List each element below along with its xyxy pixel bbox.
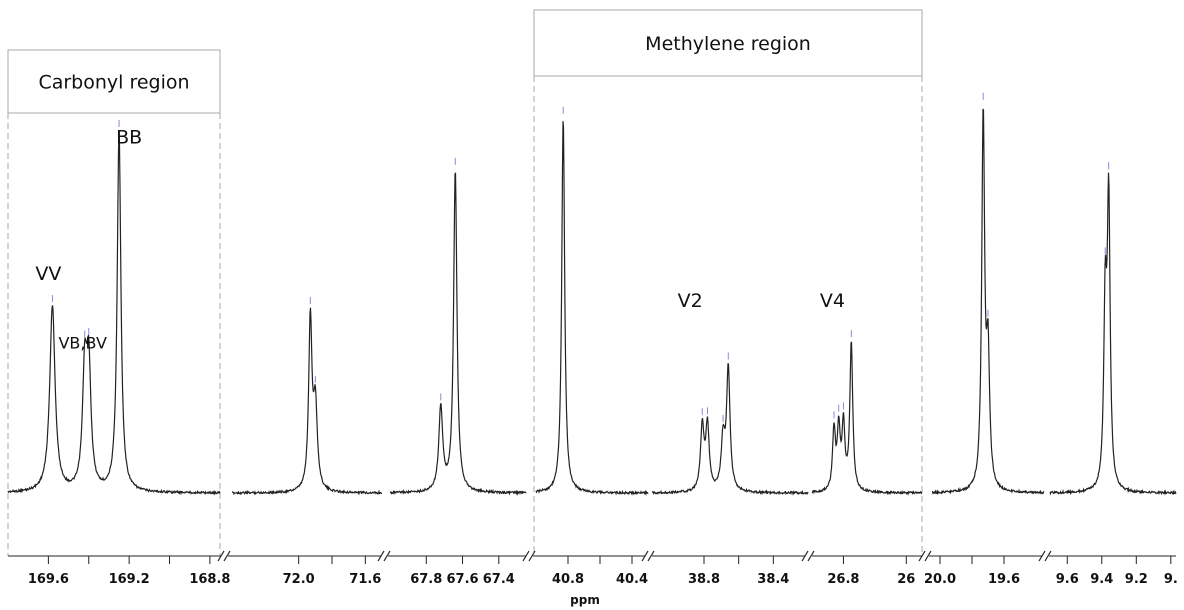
x-tick-label: 9.2	[1125, 572, 1148, 587]
methylene-region-box	[533, 9, 923, 77]
x-tick-label: 168.8	[189, 572, 230, 587]
spectrum-trace-7	[931, 108, 1045, 496]
spectrum-trace-4	[535, 121, 649, 496]
axis-break-mark	[522, 550, 536, 562]
x-tick-label: 72.0	[283, 572, 315, 587]
x-tick-label: 67.8	[410, 572, 442, 587]
x-tick-label: 9.4	[1090, 572, 1113, 587]
spectrum-trace-5	[651, 363, 809, 496]
spectra	[7, 92, 1177, 496]
peak-label-v4: V4	[820, 290, 845, 312]
spectrum-trace-1	[7, 131, 221, 496]
x-tick-label: 26.8	[827, 572, 859, 587]
x-tick-label: 169.2	[109, 572, 150, 587]
spectrum-trace-6	[811, 341, 923, 496]
x-tick-label: 67.4	[483, 572, 515, 587]
x-tick-label: 38.8	[688, 572, 720, 587]
methylene-region-title: Methylene region	[645, 33, 811, 55]
spectrum-trace-8	[1049, 172, 1177, 496]
x-tick-label: 9.	[1164, 572, 1178, 587]
regions: Carbonyl region Methylene region	[7, 9, 923, 556]
x-tick-label: 67.6	[446, 572, 478, 587]
x-tick-label: 71.6	[349, 572, 381, 587]
x-axis-label: ppm	[570, 593, 600, 607]
peak-label-v2: V2	[678, 290, 703, 312]
x-tick-label: 20.0	[924, 572, 956, 587]
peak-label-vb-bv: VB,BV	[58, 334, 106, 353]
x-tick-label: 40.4	[616, 572, 648, 587]
x-tick-label: 9.6	[1056, 572, 1079, 587]
spectrum-trace-2	[231, 307, 383, 496]
axis-break-mark	[1038, 550, 1052, 562]
x-tick-label: 169.6	[28, 572, 69, 587]
axis-break-mark	[641, 550, 655, 562]
axis-break-mark	[217, 550, 231, 562]
carbonyl-region-title: Carbonyl region	[38, 72, 189, 94]
x-tick-label: 26	[897, 572, 915, 587]
carbonyl-region-box	[7, 49, 221, 114]
peak-label-bb: BB	[116, 126, 142, 148]
x-tick-label: 40.8	[552, 572, 584, 587]
x-tick-label: 38.4	[757, 572, 789, 587]
peak-label-vv: VV	[35, 263, 61, 285]
axis-break-mark	[801, 550, 815, 562]
axis-break-mark	[377, 550, 391, 562]
peak-annotations: VV VB,BV BB V2 V4	[35, 126, 845, 352]
axis-break-mark	[918, 550, 932, 562]
x-axis-ticks: 169.6 169.2 168.8 72.0 71.6 67.8 67.6 67.4 40.8 4…	[28, 556, 1178, 587]
spectrum-trace-3	[389, 172, 527, 496]
x-tick-label: 19.6	[988, 572, 1020, 587]
x-axis	[8, 550, 1176, 562]
